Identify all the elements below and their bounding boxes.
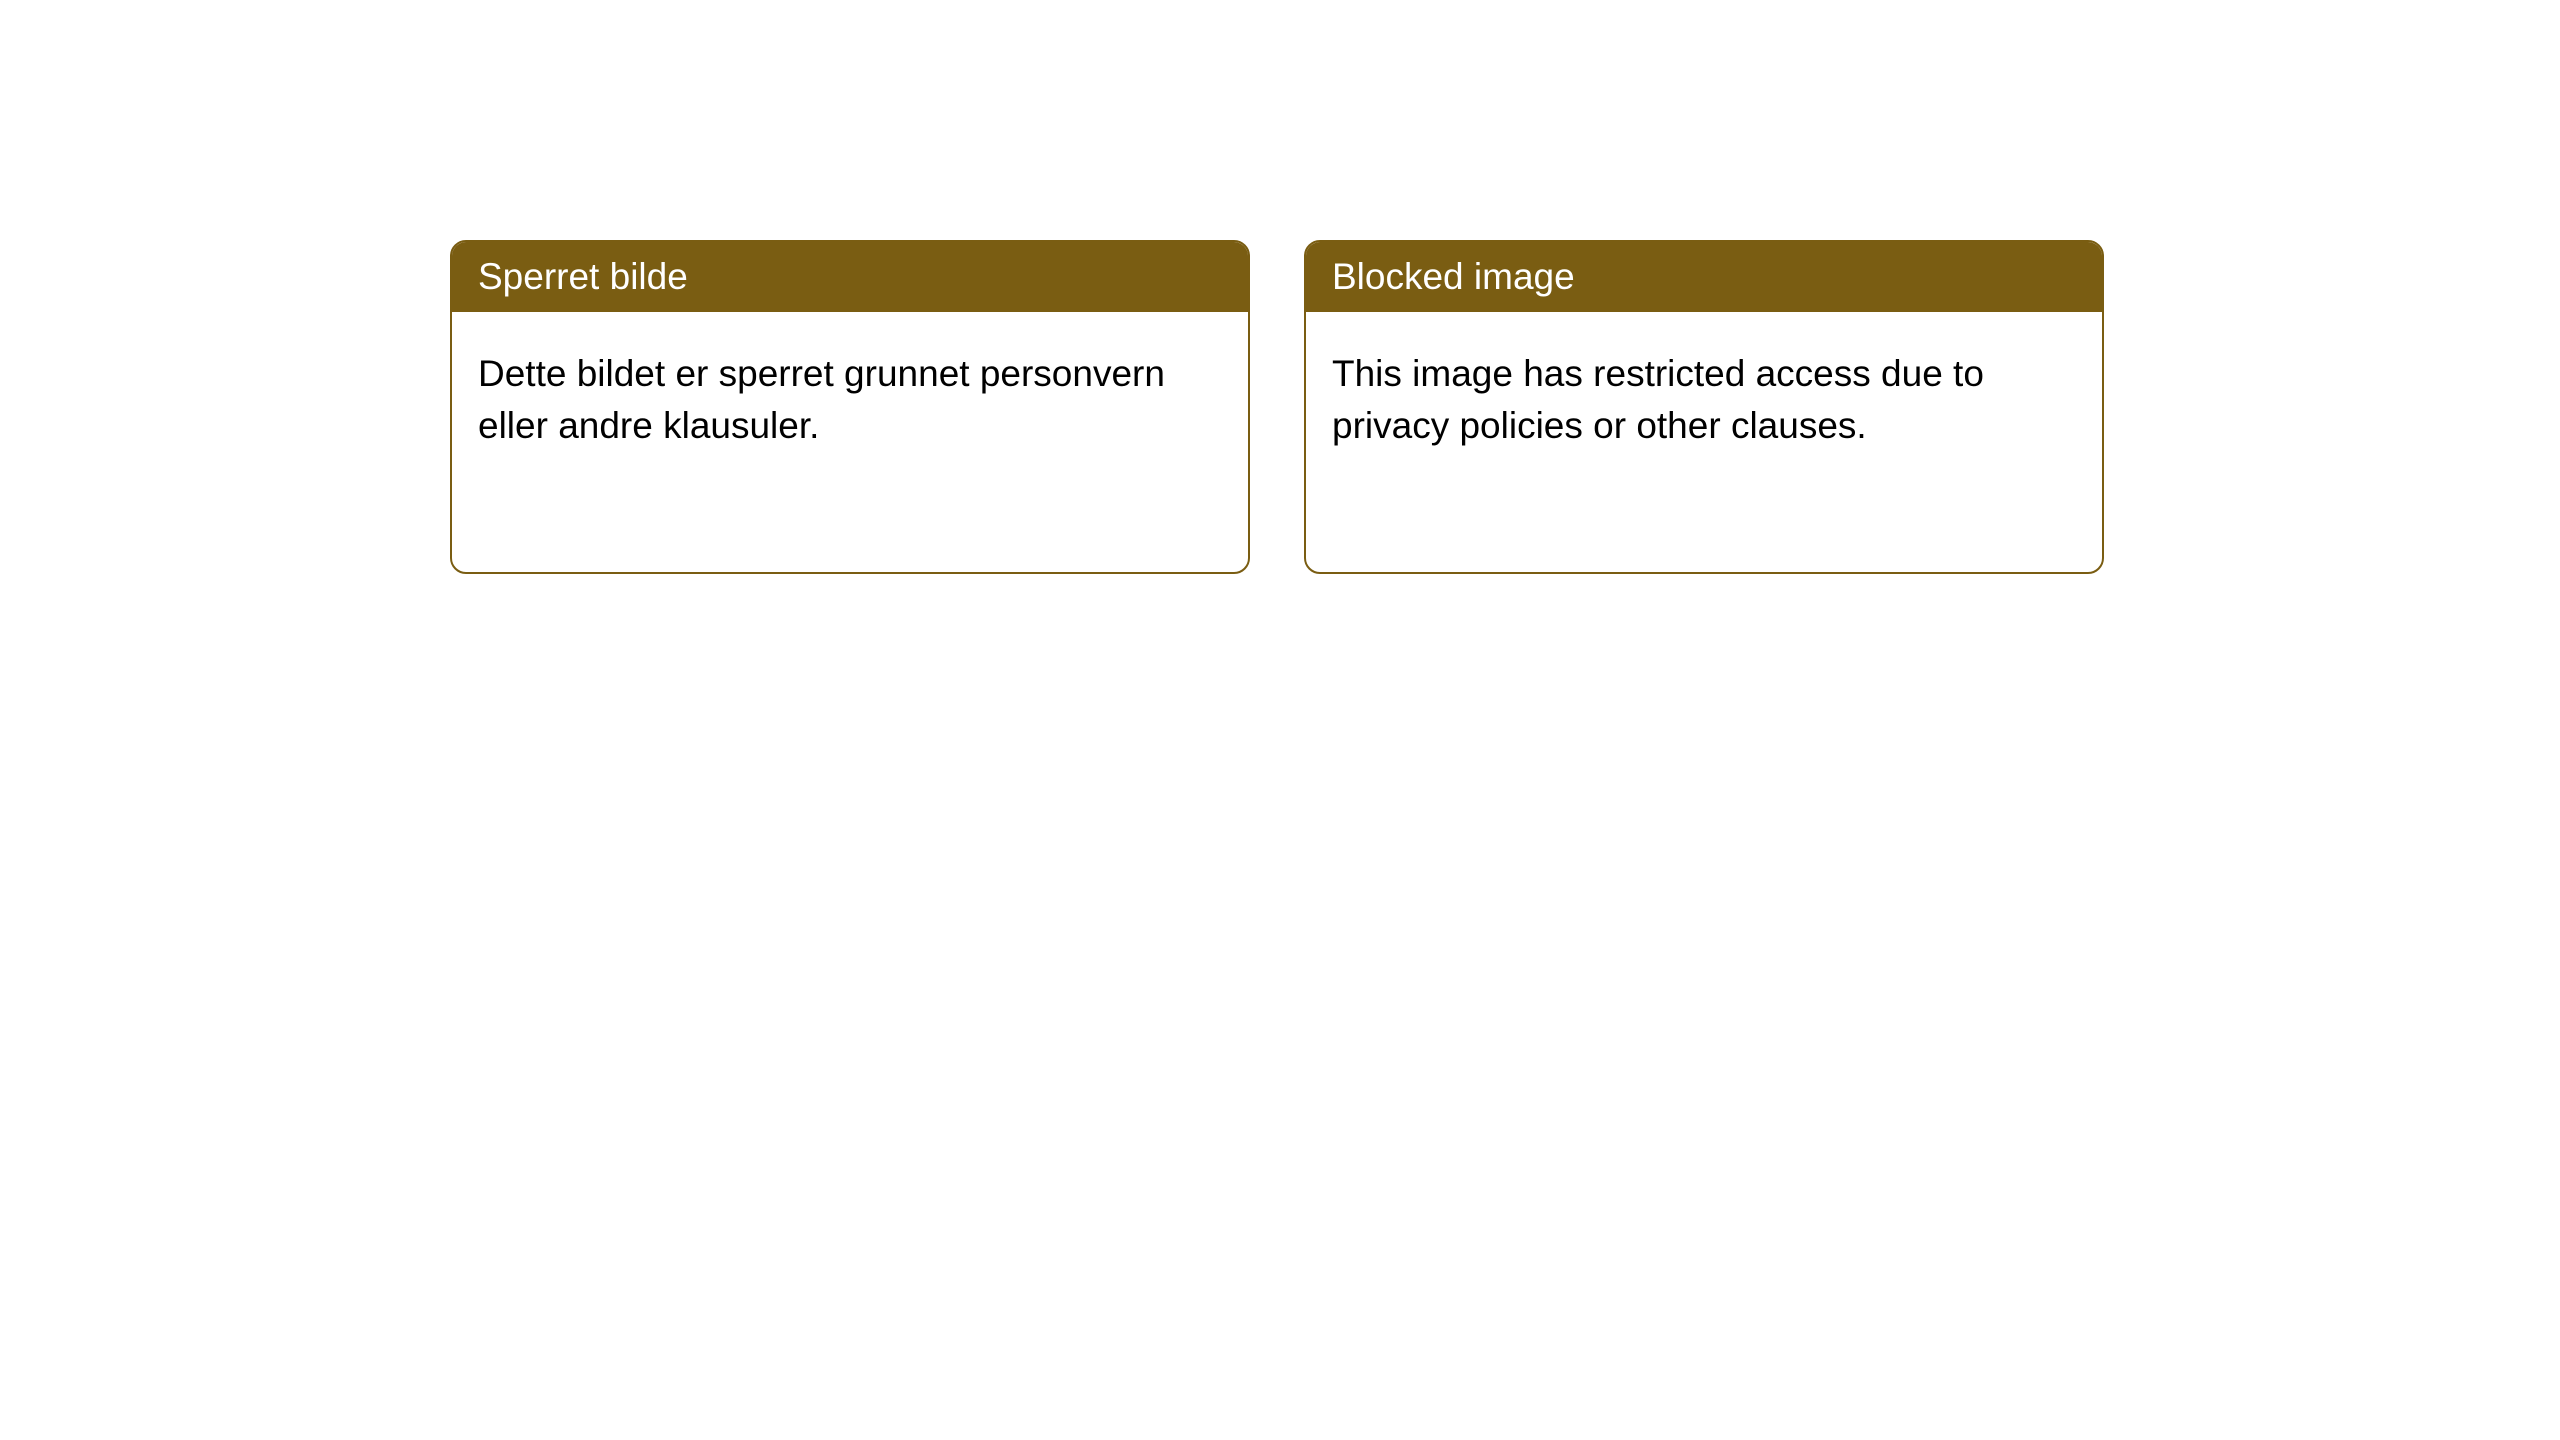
card-text-norwegian: Dette bildet er sperret grunnet personve… bbox=[478, 353, 1165, 446]
card-title-english: Blocked image bbox=[1332, 256, 1575, 297]
card-body-norwegian: Dette bildet er sperret grunnet personve… bbox=[452, 312, 1248, 488]
notice-cards-container: Sperret bilde Dette bildet er sperret gr… bbox=[0, 0, 2560, 574]
card-title-norwegian: Sperret bilde bbox=[478, 256, 688, 297]
card-header-norwegian: Sperret bilde bbox=[452, 242, 1248, 312]
blocked-image-card-norwegian: Sperret bilde Dette bildet er sperret gr… bbox=[450, 240, 1250, 574]
card-text-english: This image has restricted access due to … bbox=[1332, 353, 1984, 446]
card-body-english: This image has restricted access due to … bbox=[1306, 312, 2102, 488]
card-header-english: Blocked image bbox=[1306, 242, 2102, 312]
blocked-image-card-english: Blocked image This image has restricted … bbox=[1304, 240, 2104, 574]
